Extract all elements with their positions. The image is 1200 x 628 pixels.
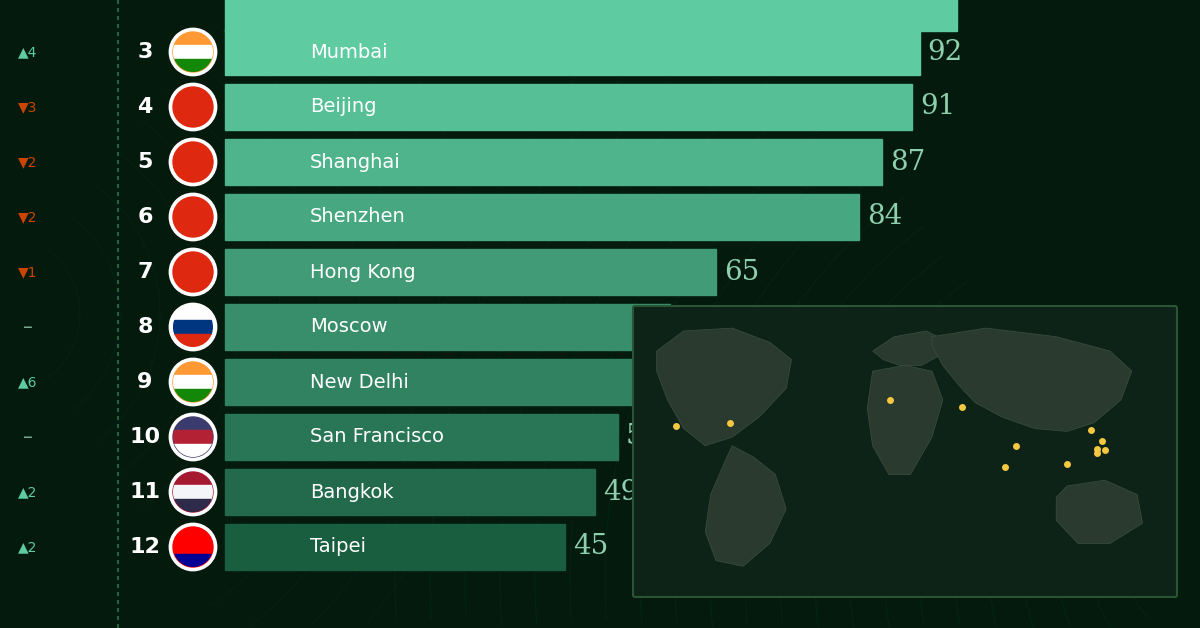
Circle shape bbox=[173, 197, 214, 237]
Circle shape bbox=[170, 139, 216, 185]
Text: Hong Kong: Hong Kong bbox=[310, 263, 415, 281]
Bar bbox=[226, 304, 671, 350]
Polygon shape bbox=[868, 365, 943, 475]
Text: Mumbai: Mumbai bbox=[310, 43, 388, 62]
Text: ▼2: ▼2 bbox=[18, 155, 37, 169]
Bar bbox=[226, 139, 882, 185]
Text: –: – bbox=[23, 428, 32, 447]
Bar bbox=[173, 279, 214, 292]
Bar bbox=[226, 29, 919, 75]
Bar bbox=[173, 540, 214, 554]
Text: 45: 45 bbox=[572, 534, 608, 561]
Text: ▲4: ▲4 bbox=[18, 45, 37, 59]
Text: 84: 84 bbox=[868, 203, 902, 230]
Polygon shape bbox=[656, 328, 792, 446]
Text: 12: 12 bbox=[130, 537, 161, 557]
Bar bbox=[173, 266, 214, 279]
Text: 57: 57 bbox=[664, 369, 698, 396]
Circle shape bbox=[170, 194, 216, 240]
Bar bbox=[173, 389, 214, 402]
Circle shape bbox=[170, 249, 216, 295]
FancyBboxPatch shape bbox=[634, 306, 1177, 597]
Text: 52: 52 bbox=[625, 423, 661, 450]
Text: Beijing: Beijing bbox=[310, 97, 377, 117]
Text: 92: 92 bbox=[928, 38, 962, 65]
Text: ▼2: ▼2 bbox=[18, 210, 37, 224]
Text: 11: 11 bbox=[130, 482, 161, 502]
Bar bbox=[226, 359, 655, 405]
Circle shape bbox=[170, 304, 216, 350]
Text: ▲2: ▲2 bbox=[18, 485, 37, 499]
Bar bbox=[226, 524, 565, 570]
Text: 91: 91 bbox=[920, 94, 955, 121]
Bar bbox=[173, 320, 214, 333]
Text: 6: 6 bbox=[137, 207, 152, 227]
Text: 49: 49 bbox=[602, 479, 638, 506]
Bar bbox=[173, 499, 214, 512]
Bar bbox=[173, 333, 214, 347]
Circle shape bbox=[173, 32, 214, 72]
Circle shape bbox=[173, 527, 214, 567]
Bar bbox=[226, 469, 595, 515]
Circle shape bbox=[173, 307, 214, 347]
Text: 65: 65 bbox=[724, 259, 760, 286]
Text: ▲6: ▲6 bbox=[18, 375, 37, 389]
Circle shape bbox=[173, 417, 214, 457]
Text: ▲2: ▲2 bbox=[18, 540, 37, 554]
Bar bbox=[226, 249, 715, 295]
Circle shape bbox=[170, 414, 216, 460]
Bar bbox=[173, 169, 214, 182]
Text: 9: 9 bbox=[137, 372, 152, 392]
Circle shape bbox=[173, 472, 214, 512]
Circle shape bbox=[173, 87, 214, 127]
Text: 8: 8 bbox=[137, 317, 152, 337]
Text: San Francisco: San Francisco bbox=[310, 428, 444, 447]
Text: 7: 7 bbox=[137, 262, 152, 282]
Text: Moscow: Moscow bbox=[310, 318, 388, 337]
Bar bbox=[173, 45, 214, 58]
Text: –: – bbox=[23, 318, 32, 337]
Text: 87: 87 bbox=[890, 148, 925, 175]
Circle shape bbox=[170, 524, 216, 570]
Text: Bangkok: Bangkok bbox=[310, 482, 394, 502]
Text: New Delhi: New Delhi bbox=[310, 372, 409, 391]
Circle shape bbox=[170, 359, 216, 405]
Bar bbox=[173, 58, 214, 72]
Circle shape bbox=[170, 84, 216, 130]
Circle shape bbox=[173, 362, 214, 402]
Bar bbox=[173, 114, 214, 127]
Polygon shape bbox=[872, 331, 948, 365]
Bar bbox=[173, 224, 214, 237]
Bar bbox=[173, 210, 214, 224]
Circle shape bbox=[170, 29, 216, 75]
Circle shape bbox=[170, 469, 216, 515]
Circle shape bbox=[173, 252, 214, 292]
Text: 10: 10 bbox=[130, 427, 161, 447]
Bar bbox=[173, 554, 214, 567]
Bar bbox=[226, 0, 958, 31]
Circle shape bbox=[173, 142, 214, 182]
Bar bbox=[173, 485, 214, 499]
Bar bbox=[173, 155, 214, 169]
Bar bbox=[173, 376, 214, 389]
Bar bbox=[173, 100, 214, 114]
Bar bbox=[173, 430, 214, 443]
Text: Shenzhen: Shenzhen bbox=[310, 207, 406, 227]
Bar bbox=[226, 84, 912, 130]
Text: 59: 59 bbox=[678, 313, 714, 340]
Text: ▼3: ▼3 bbox=[18, 100, 37, 114]
Bar bbox=[226, 194, 859, 240]
Polygon shape bbox=[706, 446, 786, 566]
Text: Shanghai: Shanghai bbox=[310, 153, 401, 171]
Bar bbox=[173, 443, 214, 457]
Text: 3: 3 bbox=[137, 42, 152, 62]
Polygon shape bbox=[932, 328, 1132, 431]
Text: 4: 4 bbox=[137, 97, 152, 117]
Text: ▼1: ▼1 bbox=[18, 265, 37, 279]
Text: Taipei: Taipei bbox=[310, 538, 366, 556]
Text: 5: 5 bbox=[137, 152, 152, 172]
Bar bbox=[226, 414, 618, 460]
Polygon shape bbox=[1056, 480, 1142, 543]
